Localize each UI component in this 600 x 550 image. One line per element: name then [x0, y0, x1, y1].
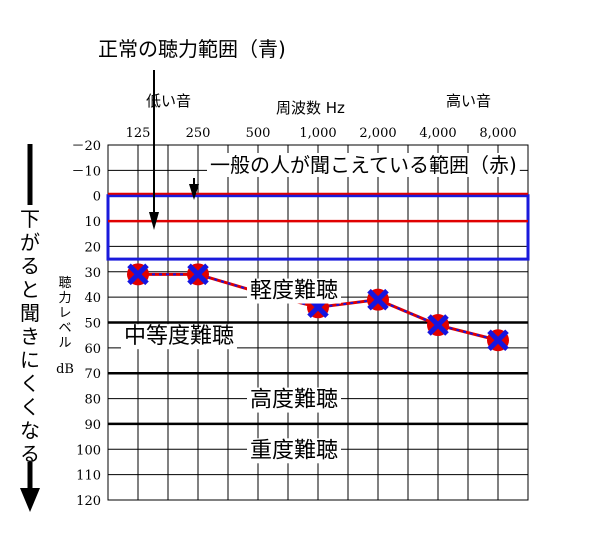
y-axis-title-char: ベ — [58, 321, 71, 336]
y-tick-label: 30 — [84, 266, 101, 281]
zone-label-bg — [247, 278, 342, 304]
y-tick-label: 10 — [84, 215, 101, 230]
x-tick-label: 500 — [246, 126, 271, 141]
x-tick-label: 2,000 — [359, 126, 396, 141]
down-label-char: く — [20, 395, 40, 419]
zone-label-bg — [247, 387, 342, 413]
zone-label: 軽度難聴 — [250, 279, 338, 304]
y-tick-label: 110 — [76, 469, 101, 484]
y-axis-title-char: 力 — [58, 291, 71, 306]
x-tick-labels: 125 250 500 1,000 2,000 4,000 8,000 — [126, 126, 517, 141]
general-range-label: 一般の人が聞こえている範囲（赤) — [210, 153, 517, 177]
plot-frame — [107, 144, 529, 501]
y-tick-labels: －20 －10 0 10 20 30 40 50 60 70 80 90 100 110 120 — [71, 139, 101, 509]
zone-label-bg — [121, 324, 238, 350]
data-point-cross — [427, 314, 449, 336]
y-axis-title-char: レ — [58, 306, 71, 321]
down-label-char: な — [20, 419, 40, 443]
x-tick-label: 4,000 — [419, 126, 456, 141]
normal-range — [106, 192, 530, 261]
normal-pointer-arrow-icon — [149, 212, 159, 230]
down-label-char: と — [20, 278, 40, 302]
y-tick-label: 60 — [84, 342, 101, 357]
down-label-char: く — [20, 372, 40, 396]
y-tick-label: －10 — [71, 164, 101, 179]
y-axis-title-char: 聴 — [58, 276, 71, 291]
data-point — [187, 263, 209, 286]
x-tick-label: 8,000 — [479, 126, 516, 141]
y-tick-label: 20 — [84, 240, 101, 255]
down-label-char: 下 — [20, 207, 40, 231]
data-point-cross — [127, 263, 149, 286]
y-tick-label: 50 — [84, 317, 101, 332]
data-point — [367, 288, 389, 311]
y-tick-label: 70 — [84, 367, 101, 382]
low-frequency-label: 低い音 — [146, 92, 191, 110]
general-pointer-arrow-icon — [189, 184, 199, 200]
hearing-series — [127, 263, 509, 352]
y-tick-label: 100 — [76, 443, 101, 458]
zone-label: 高度難聴 — [250, 388, 338, 413]
general-label-bg — [207, 153, 520, 177]
down-label-char: 聞 — [20, 301, 40, 325]
normal-range-box — [106, 194, 530, 261]
down-label-char: る — [20, 254, 40, 278]
down-arrow-head-icon — [20, 488, 40, 512]
y-axis-title-char: ル — [58, 336, 71, 351]
y-tick-label: 80 — [84, 393, 101, 408]
y-tick-label: 120 — [76, 494, 101, 509]
data-point-cross — [367, 288, 389, 311]
y-tick-label: 90 — [84, 418, 101, 433]
data-point-cross — [187, 263, 209, 286]
x-axis-title: 周波数 Hz — [276, 99, 345, 117]
down-label-char: に — [20, 348, 40, 372]
down-label-char: き — [20, 325, 40, 349]
high-frequency-label: 高い音 — [446, 92, 491, 110]
data-point-cross — [487, 329, 509, 352]
x-tick-label: 1,000 — [299, 126, 336, 141]
y-tick-label: －20 — [71, 139, 101, 154]
down-label-char: が — [20, 231, 40, 255]
y-axis-unit: dB — [56, 362, 74, 377]
x-tick-label: 125 — [126, 126, 151, 141]
y-tick-label: 40 — [84, 291, 101, 306]
data-point — [127, 263, 149, 286]
normal-range-label: 正常の聴力範囲（青) — [98, 37, 286, 61]
zone-label-bg — [247, 438, 342, 464]
down-label-char: る — [20, 442, 40, 466]
y-tick-label: 0 — [93, 190, 101, 205]
x-tick-label: 250 — [186, 126, 211, 141]
data-point — [427, 314, 449, 337]
data-point — [487, 329, 509, 352]
zone-label: 重度難聴 — [250, 438, 338, 463]
zone-label: 中等度難聴 — [124, 324, 234, 349]
